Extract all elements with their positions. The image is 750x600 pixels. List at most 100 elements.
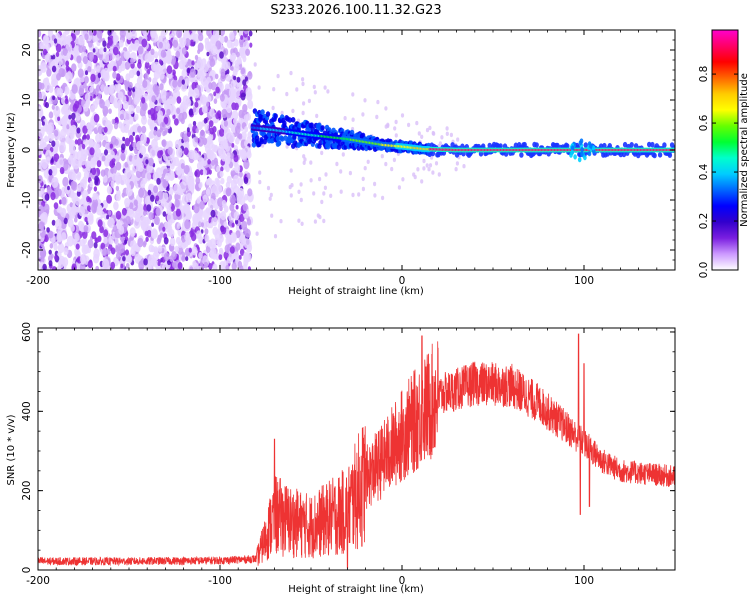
noise-blob <box>140 221 146 229</box>
noise-blob <box>101 155 106 162</box>
noise-blob <box>77 171 82 179</box>
noise-blob <box>202 194 208 203</box>
noise-blob <box>50 192 56 201</box>
scatter-blob <box>269 192 273 198</box>
noise-blob <box>114 116 119 123</box>
noise-blob <box>106 186 112 195</box>
noise-blob <box>132 131 135 136</box>
noise-blob <box>146 229 152 238</box>
noise-blob <box>115 210 122 220</box>
noise-blob <box>121 207 127 216</box>
top-y-axis-label: Frequency (Hz) <box>6 112 17 188</box>
burst-blob <box>580 151 584 157</box>
scatter-blob <box>438 141 442 146</box>
noise-blob <box>200 76 207 86</box>
noise-blob <box>112 65 117 72</box>
noise-blob <box>197 121 203 130</box>
noise-blob <box>100 69 107 79</box>
noise-blob <box>214 73 219 80</box>
track-halo <box>519 152 524 158</box>
noise-blob <box>42 48 48 56</box>
colorbar-tick-label: 0.2 <box>698 213 710 230</box>
noise-blob <box>93 113 100 123</box>
noise-blob <box>130 57 134 65</box>
noise-blob <box>124 197 131 207</box>
burst-blob <box>570 145 575 151</box>
noise-blob <box>44 193 50 201</box>
noise-blob <box>198 157 205 167</box>
scatter-blob <box>335 161 339 167</box>
scatter-blob <box>428 163 433 168</box>
noise-blob <box>247 99 254 110</box>
noise-blob <box>199 169 204 176</box>
noise-blob <box>53 153 60 162</box>
noise-blob <box>147 189 152 196</box>
scatter-blob <box>416 167 420 172</box>
noise-blob <box>226 256 232 264</box>
noise-blob <box>78 206 86 217</box>
noise-blob <box>153 185 159 194</box>
scatter-blob <box>297 189 301 194</box>
noise-blob <box>174 245 180 253</box>
scatter-blob <box>420 179 424 184</box>
scatter-blob <box>361 112 365 117</box>
noise-blob <box>100 84 105 92</box>
noise-blob <box>87 239 94 249</box>
colorbar: 0.0 0.2 0.4 0.6 0.8 Normalized spectral ampl… <box>698 29 750 278</box>
noise-blob <box>241 220 248 231</box>
noise-blob <box>96 30 103 39</box>
noise-blob <box>167 167 171 173</box>
noise-blob <box>134 148 139 155</box>
noise-blob <box>78 35 85 47</box>
noise-blob <box>66 124 70 130</box>
noise-blob <box>234 163 241 174</box>
scatter-blob <box>290 183 294 188</box>
noise-blob <box>42 263 47 270</box>
noise-blob <box>41 200 46 207</box>
noise-blob <box>124 168 132 180</box>
noise-blob <box>103 229 109 238</box>
noise-blob <box>48 230 54 239</box>
noise-blob <box>144 230 149 237</box>
scatter-blob <box>289 70 293 76</box>
noise-blob <box>223 221 228 228</box>
noise-blob <box>59 142 66 153</box>
noise-blob <box>104 149 108 156</box>
noise-blob <box>84 92 91 102</box>
track-halo <box>498 143 503 149</box>
noise-blob <box>62 176 69 187</box>
x-tick-label: 100 <box>574 575 594 587</box>
x-tick-label: 100 <box>574 275 594 287</box>
noise-blob <box>70 224 75 232</box>
noise-blob <box>115 73 121 81</box>
noise-blob <box>56 73 61 81</box>
noise-blob <box>148 212 154 221</box>
noise-blob <box>198 33 204 42</box>
track-halo <box>337 140 343 147</box>
top-x-ticks: -200 -100 0 100 <box>26 30 676 287</box>
noise-blob <box>103 236 108 245</box>
noise-blob <box>198 251 203 260</box>
noise-blob <box>223 120 228 127</box>
noise-blob <box>100 242 106 250</box>
noise-blob <box>68 114 72 120</box>
noise-blob <box>112 35 118 43</box>
scatter-blob <box>381 195 385 201</box>
noise-blob <box>38 107 42 118</box>
noise-blob <box>233 154 239 163</box>
noise-blob <box>52 266 57 270</box>
x-tick-label: -200 <box>26 275 50 287</box>
noise-blob <box>62 257 69 267</box>
noise-blob <box>172 79 178 88</box>
noise-blob <box>196 58 203 69</box>
noise-blob <box>94 88 99 96</box>
noise-blob <box>246 172 251 180</box>
noise-blob <box>123 124 130 134</box>
noise-blob <box>136 70 141 77</box>
track-halo <box>265 111 271 117</box>
noise-blob <box>88 51 94 61</box>
noise-blob <box>122 136 126 142</box>
noise-blob <box>99 225 104 234</box>
noise-blob <box>132 244 137 252</box>
noise-blob <box>203 261 209 269</box>
